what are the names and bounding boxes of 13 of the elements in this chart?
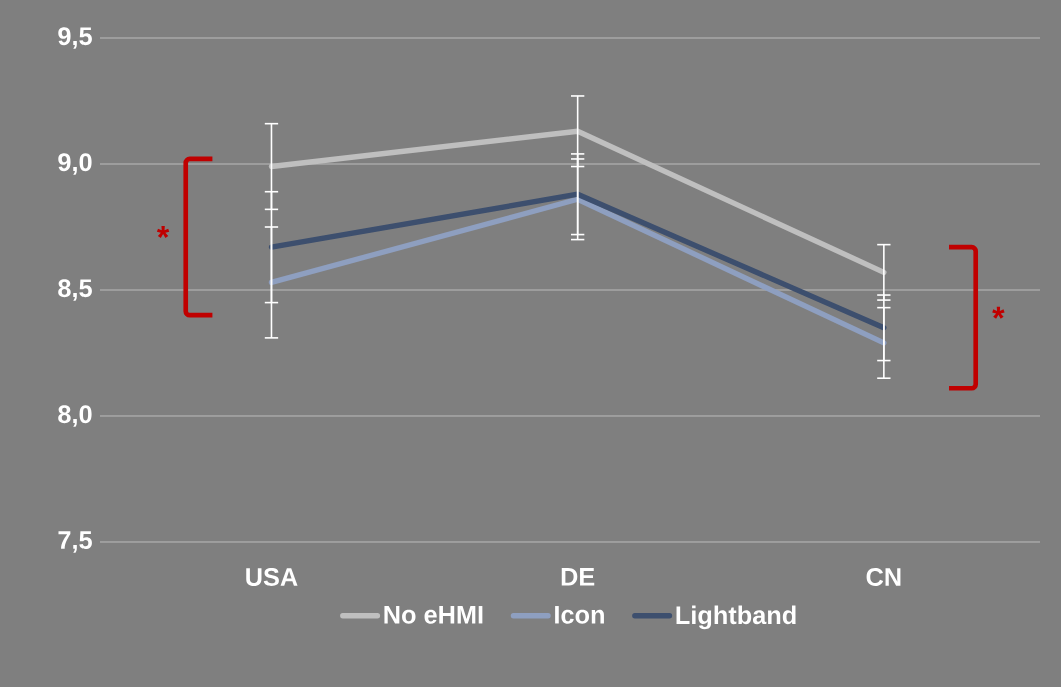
x-tick-label: DE: [561, 568, 595, 586]
annotation: *: [992, 306, 1005, 319]
x-tick-label: USA: [246, 568, 298, 586]
annotation: *: [156, 226, 170, 238]
x-tick-label: CN: [866, 568, 901, 586]
y-tick-label: 7,5: [58, 531, 92, 553]
y-tick-label: 9,5: [58, 27, 92, 49]
y-tick-label: 8,0: [58, 405, 92, 427]
y-tick-label: 9,0: [58, 153, 92, 175]
y-tick-label: 8,5: [58, 279, 92, 301]
legend-label: Icon: [555, 606, 604, 624]
legend-label: Lightband: [676, 605, 796, 630]
legend-label: No eHMI: [384, 606, 483, 624]
